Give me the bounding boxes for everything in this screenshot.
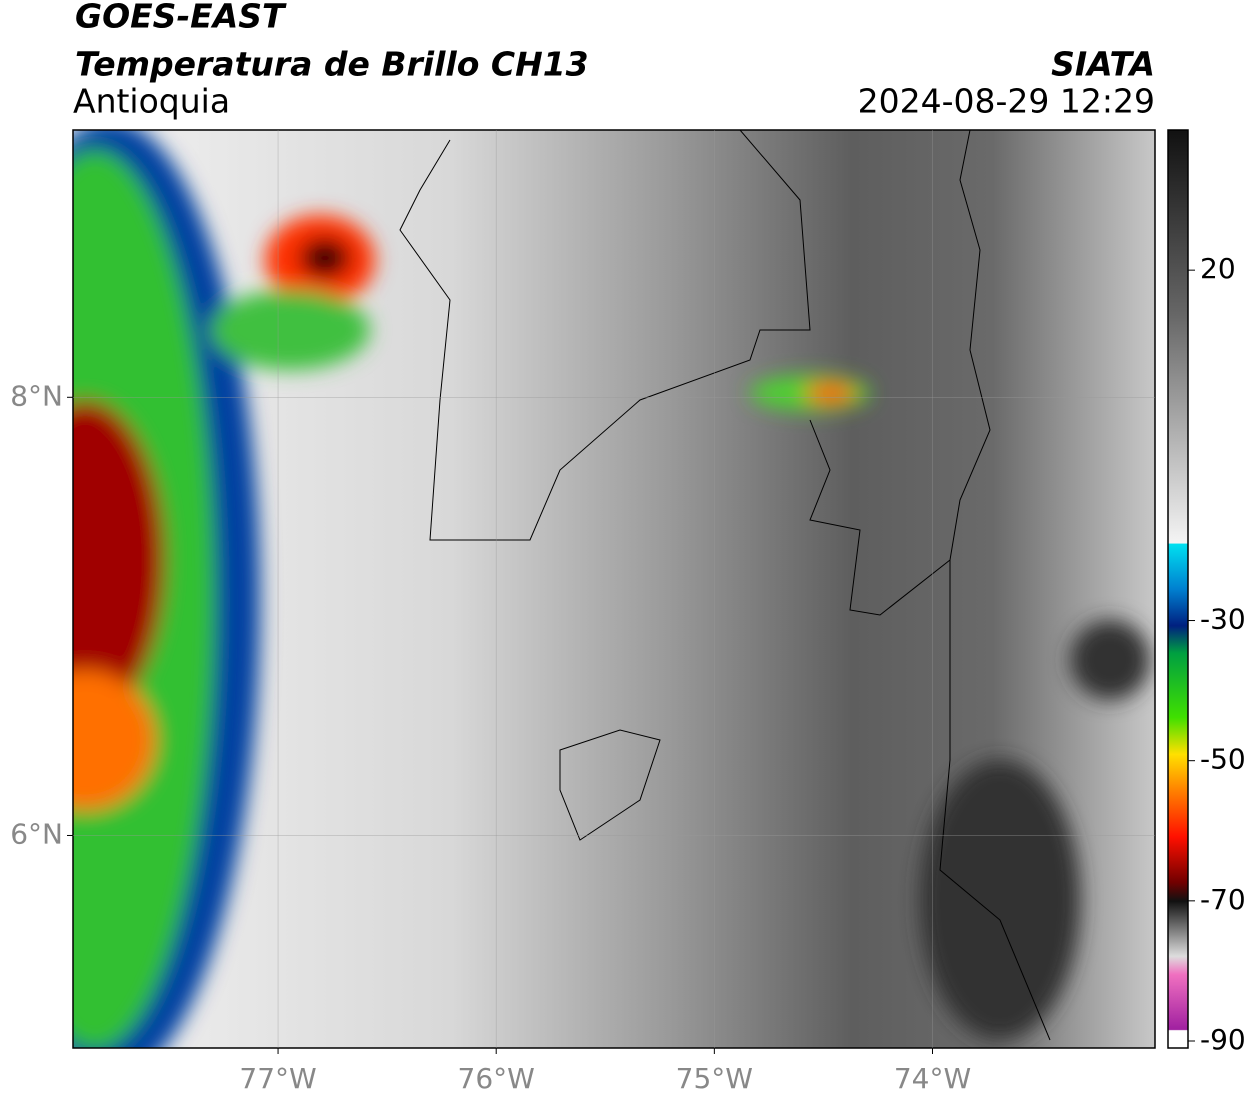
colorbar [1167, 129, 1189, 1049]
source: SIATA [1051, 45, 1155, 84]
datetime: 2024-08-29 12:29 [858, 82, 1155, 121]
colorbar-tick-label: -30 [1200, 603, 1246, 636]
map-frame [72, 129, 1156, 1049]
colorbar-tick-label: 20 [1200, 252, 1236, 285]
x-tick-label: 74°W [894, 1062, 971, 1095]
y-tick-label: 6°N [10, 817, 63, 850]
colorbar-tick-label: -50 [1200, 743, 1246, 776]
title: GOES-EAST [75, 0, 287, 36]
colorbar-tick-label: -70 [1200, 883, 1246, 916]
x-tick-label: 77°W [239, 1062, 316, 1095]
satellite-image [73, 130, 1155, 1048]
x-tick-label: 76°W [458, 1062, 535, 1095]
subtitle: Temperatura de Brillo CH13 [75, 45, 589, 84]
y-tick-label: 8°N [10, 379, 63, 412]
region: Antioquia [73, 82, 230, 121]
colorbar-tick-label: -90 [1200, 1023, 1246, 1056]
x-tick-label: 75°W [676, 1062, 753, 1095]
